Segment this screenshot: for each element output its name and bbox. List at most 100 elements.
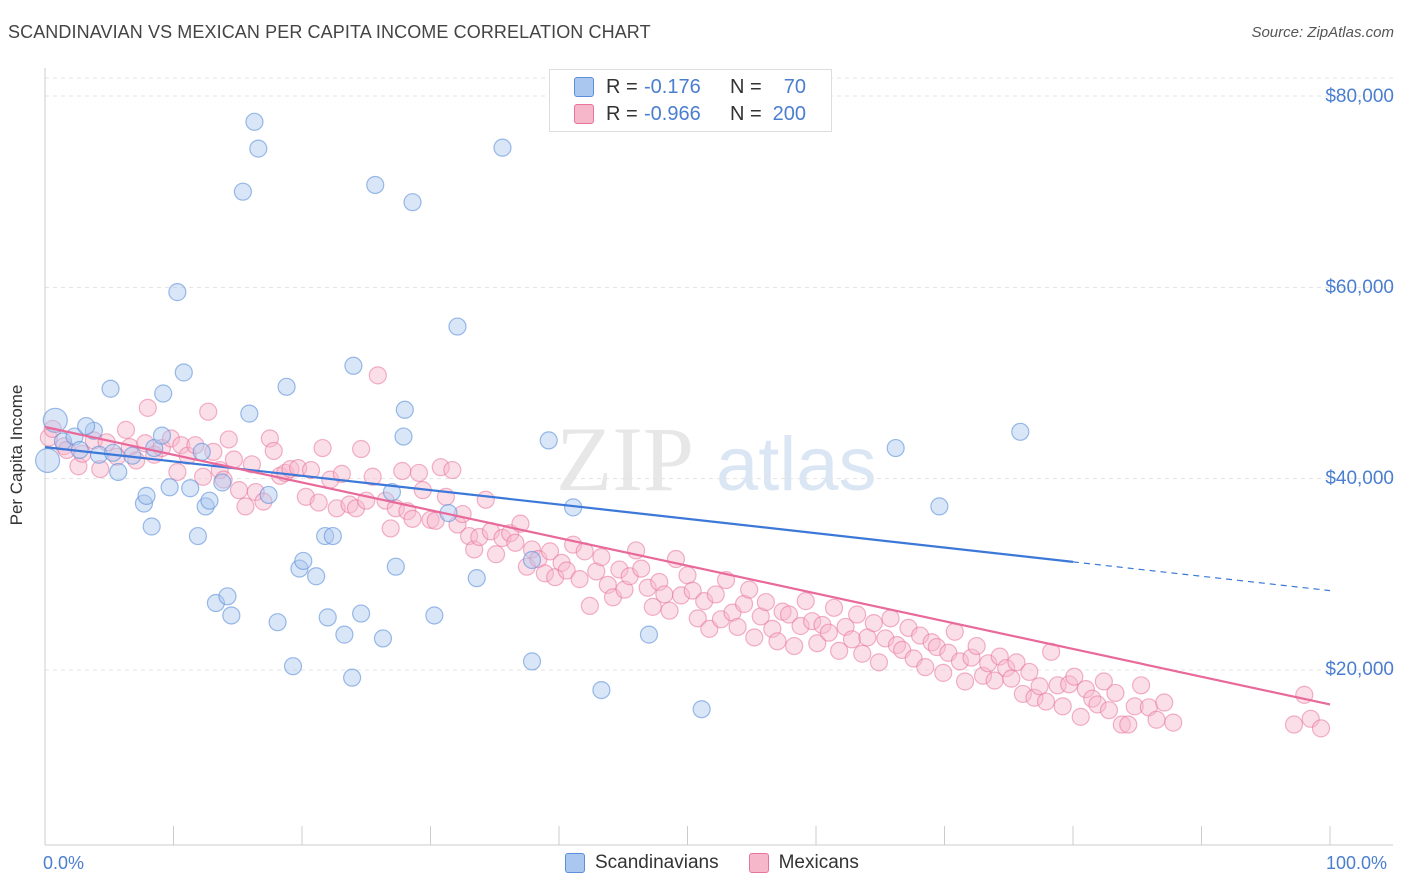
mexicans-point [476, 490, 495, 509]
y-tick-label: $40,000 [1325, 468, 1394, 489]
legend-label: Scandinavians [595, 852, 719, 873]
scandinavians-point [174, 363, 193, 382]
mexicans-point [229, 481, 249, 500]
scandinavians-point [366, 175, 385, 195]
mexicans-point [580, 596, 599, 616]
r-label: R = [606, 102, 638, 125]
mexicans-point [950, 652, 970, 671]
mexicans-point [1164, 713, 1183, 732]
mexicans-point [853, 644, 872, 663]
scandinavians-point [493, 138, 512, 157]
scandinavians-point [249, 139, 268, 158]
legend-item-scandinavians[interactable]: Scandinavians [565, 852, 719, 874]
mexicans-point [1147, 710, 1166, 729]
scandinavians-point [213, 473, 232, 492]
mexicans-point [363, 467, 382, 486]
n-label: N = [730, 102, 762, 125]
mexicans-point [168, 462, 187, 482]
mexicans-point [1025, 688, 1044, 707]
scandinavians-swatch [565, 853, 585, 873]
correlation-legend: R = -0.176 N = 70 R = -0.966 N = 200 [549, 69, 832, 132]
series-legend: Scandinavians Mexicans [565, 852, 889, 874]
scandinavians-point [294, 551, 313, 571]
mexicans-point [186, 436, 205, 455]
mexicans-point [1088, 695, 1107, 714]
scandinavians-point [154, 384, 173, 403]
mexicans-point [683, 581, 702, 600]
mexicans-point [403, 509, 422, 528]
mexicans-point [632, 559, 651, 578]
mexicans-point [506, 533, 525, 552]
mexicans-point [881, 609, 900, 628]
mexicans-point [745, 628, 764, 647]
mexicans-point [1099, 701, 1119, 720]
scandinavians-point [318, 608, 337, 627]
mexicans-point [990, 647, 1009, 666]
mexicans-point [91, 460, 110, 479]
mexicans-point [138, 398, 157, 417]
mexicans-point [615, 580, 634, 599]
mexicans-point [955, 672, 975, 691]
legend-item-mexicans[interactable]: Mexicans [748, 852, 859, 874]
scandinavians-point [343, 668, 362, 687]
mexicans-point [409, 463, 429, 483]
mexicans-point [864, 614, 883, 633]
mexicans-point [740, 580, 759, 599]
mexicans-point [796, 592, 815, 611]
mexicans-point [830, 641, 849, 660]
scandinavians-point [386, 557, 405, 576]
mexicans-point [236, 497, 255, 516]
mexicans-point [368, 366, 387, 385]
mexicans-point [522, 540, 542, 559]
mexicans-point [570, 570, 589, 589]
mexicans-point [779, 605, 799, 624]
mexicans-point [313, 438, 332, 458]
n-value: 70 [783, 75, 806, 98]
scandinavians-point [316, 526, 335, 546]
scandinavians-point [448, 317, 467, 336]
mexicans-point [1020, 662, 1039, 682]
mexicans-point [1155, 693, 1174, 712]
y-tick-label: $60,000 [1325, 277, 1394, 298]
scandinavians-point [522, 550, 542, 570]
scandinavians-point [42, 407, 68, 433]
mexicans-point [678, 566, 697, 585]
scandinavians-point [188, 526, 208, 546]
mexicans-point [301, 460, 321, 480]
mexicans-point [791, 616, 810, 636]
scandinavians-point [101, 379, 120, 398]
mexicans-point [756, 592, 775, 612]
watermark-atlas: atlas [716, 422, 877, 507]
mexicans-point [927, 637, 946, 657]
mexicans-point [785, 636, 804, 656]
chart-title: SCANDINAVIAN VS MEXICAN PER CAPITA INCOM… [8, 22, 651, 42]
scandinavians-point [259, 485, 278, 505]
scandinavians-point [104, 443, 123, 462]
mexicans-point [1106, 683, 1125, 703]
scandinavians-point [425, 606, 444, 625]
mexicans-point [587, 562, 606, 581]
mexicans-point [592, 548, 611, 567]
mexicans-point [916, 658, 935, 677]
mexicans-point [470, 527, 489, 547]
mexicans-point [695, 592, 714, 611]
mexicans-point [540, 542, 560, 561]
mexicans-point [381, 519, 400, 538]
mexicans-point [199, 402, 218, 421]
scandinavians-point [218, 587, 237, 606]
mexicans-point [962, 648, 981, 667]
mexicans-point [352, 439, 371, 459]
mexicans-point [172, 436, 191, 455]
mexicans-point [655, 585, 674, 604]
scandinavians-point [395, 400, 414, 419]
mexicans-point [393, 461, 412, 481]
mexicans-point [910, 626, 930, 645]
mexicans-point [443, 460, 462, 480]
scandinavians-point [382, 482, 402, 502]
watermark-zip: ZIP [556, 408, 694, 510]
y-tick-label: $20,000 [1325, 659, 1394, 680]
y-tick-label: $80,000 [1325, 86, 1394, 107]
scandinavians-point [240, 404, 259, 423]
scandinavians-point [222, 606, 241, 625]
scandinavians-point [206, 593, 226, 613]
